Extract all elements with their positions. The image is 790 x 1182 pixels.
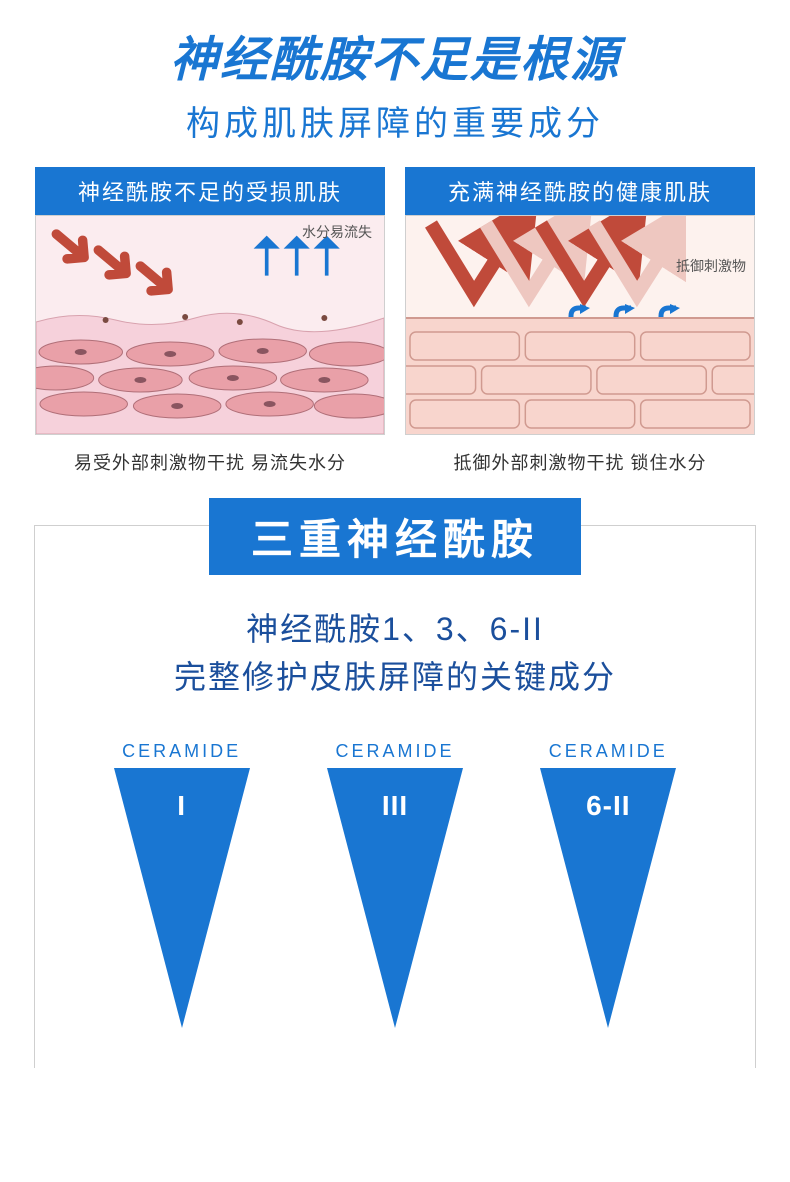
- triangle-icon: I: [114, 768, 250, 1028]
- sub-title: 构成肌肤屏障的重要成分: [0, 96, 790, 145]
- healthy-panel-caption: 抵御外部刺激物干扰 锁住水分: [405, 449, 755, 475]
- bottom-description: 神经酰胺1、3、6-II 完整修护皮肤屏障的关键成分: [35, 605, 755, 701]
- main-title: 神经酰胺不足是根源: [0, 20, 790, 90]
- healthy-panel-title: 充满神经酰胺的健康肌肤: [405, 167, 755, 215]
- ceramide-value: III: [345, 790, 445, 822]
- bottom-desc-line2: 完整修护皮肤屏障的关键成分: [35, 653, 755, 701]
- ceramide-triangles: CERAMIDE I CERAMIDE III CERAMIDE 6-II: [35, 741, 755, 1028]
- bottom-header-wrap: 三重神经酰胺: [35, 498, 755, 575]
- healthy-skin-layers-icon: [406, 304, 754, 434]
- bottom-desc-line1: 神经酰胺1、3、6-II: [35, 605, 755, 653]
- top-section: 神经酰胺不足是根源 构成肌肤屏障的重要成分 神经酰胺不足的受损肌肤 ➜ ➜ ➜ …: [0, 0, 790, 475]
- triangle-icon: 6-II: [540, 768, 676, 1028]
- resist-label: 抵御刺激物: [676, 256, 746, 276]
- ceramide-label: CERAMIDE: [92, 741, 272, 762]
- damaged-panel-caption: 易受外部刺激物干扰 易流失水分: [35, 449, 385, 475]
- damaged-panel-title: 神经酰胺不足的受损肌肤: [35, 167, 385, 215]
- ceramide-label: CERAMIDE: [518, 741, 698, 762]
- bottom-header: 三重神经酰胺: [209, 498, 581, 575]
- healthy-skin-panel: 充满神经酰胺的健康肌肤 抵御刺激物: [405, 167, 755, 475]
- triangle-icon: III: [327, 768, 463, 1028]
- ceramide-item-3: CERAMIDE 6-II: [518, 741, 698, 1028]
- damaged-skin-panel: 神经酰胺不足的受损肌肤 ➜ ➜ ➜ ➝ ➝ ➝ 水分易流失: [35, 167, 385, 475]
- moisture-loss-label: 水分易流失: [302, 222, 372, 242]
- ceramide-value: I: [132, 790, 232, 822]
- healthy-skin-diagram: 抵御刺激物 锁住水分: [405, 215, 755, 435]
- ceramide-value: 6-II: [558, 790, 658, 822]
- bounce-arrows-icon: [416, 216, 686, 308]
- ceramide-label: CERAMIDE: [305, 741, 485, 762]
- ceramide-item-2: CERAMIDE III: [305, 741, 485, 1028]
- bottom-section: 三重神经酰胺 神经酰胺1、3、6-II 完整修护皮肤屏障的关键成分 CERAMI…: [34, 525, 756, 1068]
- ceramide-item-1: CERAMIDE I: [92, 741, 272, 1028]
- damaged-skin-layers-icon: [36, 304, 384, 434]
- damaged-skin-diagram: ➜ ➜ ➜ ➝ ➝ ➝ 水分易流失: [35, 215, 385, 435]
- comparison-panels: 神经酰胺不足的受损肌肤 ➜ ➜ ➜ ➝ ➝ ➝ 水分易流失: [0, 167, 790, 475]
